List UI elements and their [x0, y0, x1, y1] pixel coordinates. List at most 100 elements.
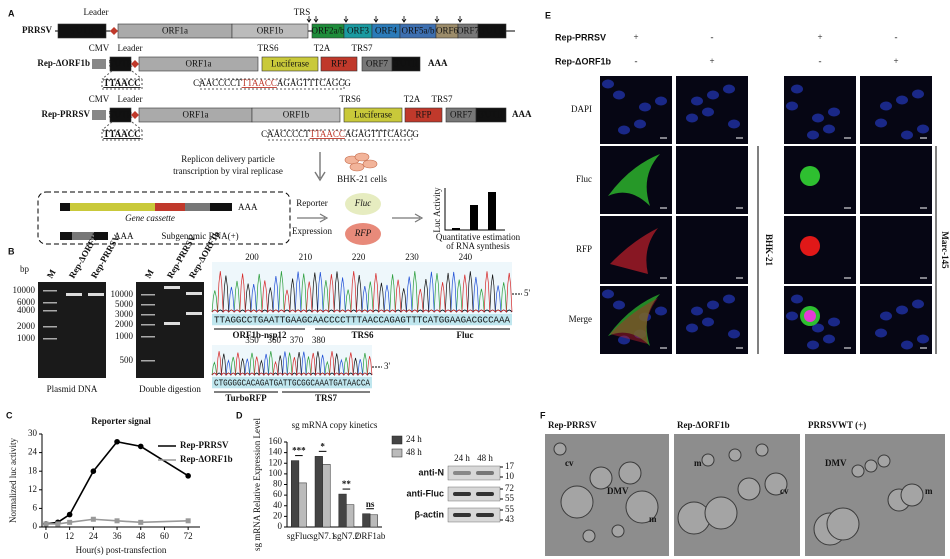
y-tick-label: 18	[28, 465, 38, 475]
y-tick-label: 24	[28, 447, 38, 457]
sequence-part: AGAGTTTCAGCG	[277, 78, 351, 88]
segment-label: ORF1a	[162, 26, 188, 36]
rfp-signal	[610, 298, 658, 344]
row-label: Merge	[569, 314, 592, 324]
subgenomic-label: Subgenomic RNA(+)	[161, 231, 238, 241]
significance: **	[342, 479, 352, 489]
feature-label: TRS6	[351, 330, 374, 340]
marker-size: 1000	[17, 333, 36, 343]
gene-segment	[343, 107, 403, 123]
nucleus	[728, 119, 740, 129]
size-label: 43	[505, 514, 515, 524]
x-tick-label: 0	[44, 531, 49, 541]
data-point	[114, 518, 120, 524]
chromatogram-trace	[211, 271, 513, 313]
blot-band	[453, 492, 471, 496]
marker-size: 500	[120, 355, 134, 365]
promoter	[92, 59, 106, 69]
position-label: 210	[299, 252, 313, 262]
vesicle	[764, 472, 788, 496]
y-tick-label: 6	[33, 502, 38, 512]
leader-label: Leader	[118, 94, 143, 104]
blot-strip	[447, 507, 501, 523]
x-tick-label: sgN7.1	[310, 531, 336, 541]
nucleus	[823, 124, 835, 134]
marker-size: 1000	[115, 331, 134, 341]
vesicle	[582, 529, 596, 543]
construct-name: Rep-PRRSV	[42, 109, 91, 119]
gene-segment	[320, 56, 358, 72]
subgenomic-seg	[72, 232, 94, 240]
construct-name: Rep-ΔORF1b	[37, 58, 90, 68]
y-tick-label: 40	[273, 500, 283, 510]
polya-tail: AAA	[428, 58, 448, 68]
marker-label: TRS6	[257, 43, 279, 53]
segment-label: ORF7	[457, 26, 480, 36]
em-annotation: m	[925, 486, 933, 496]
micrograph	[784, 216, 856, 284]
em-annotation: m	[694, 458, 702, 468]
segment-label: RFP	[331, 59, 347, 69]
nucleus	[639, 102, 651, 112]
em-annotation: cv	[565, 458, 574, 468]
nucleus	[655, 96, 667, 106]
cassette-box	[37, 191, 291, 245]
nucleus	[634, 119, 646, 129]
nucleus	[807, 340, 819, 350]
y-axis-label: sg mRNA Relative Expression Level	[252, 418, 262, 551]
size-label: 72	[505, 483, 514, 493]
ladder-band	[43, 326, 57, 328]
bar	[298, 482, 307, 528]
lane-label: 48 h	[477, 453, 493, 463]
nucleus	[707, 90, 719, 100]
y-tick-label: 20	[273, 510, 283, 520]
feature-label: TRS7	[315, 393, 338, 403]
ladder-band	[141, 324, 155, 326]
marker-size: 3000	[115, 309, 134, 319]
cell-label: BHK-21 cells	[337, 174, 387, 184]
gel-caption: Plasmid DNA	[47, 384, 98, 394]
reporter-label: RFP	[354, 228, 372, 238]
mini-bar	[452, 228, 460, 230]
nucleus	[786, 101, 798, 111]
nucleus	[896, 305, 908, 315]
significance: *	[320, 441, 325, 451]
gene-segment	[391, 56, 421, 72]
position-label: 230	[405, 252, 419, 262]
y-tick-label: 120	[269, 457, 283, 467]
nucleus	[618, 125, 630, 135]
bar	[338, 493, 347, 528]
subgenomic-seg	[94, 232, 108, 240]
sign: +	[893, 56, 898, 66]
chromatogram-trace	[211, 351, 373, 376]
cell-icon	[354, 152, 370, 162]
nucleus	[728, 329, 740, 339]
panel-letter: A	[8, 8, 15, 18]
blot-band	[453, 471, 471, 475]
bar	[346, 504, 355, 528]
segment-label: 5'UTR	[108, 110, 132, 120]
ladder-band	[141, 314, 155, 316]
nucleus	[786, 311, 798, 321]
size-label: 55	[505, 504, 515, 514]
polya-tail: AAA	[512, 109, 532, 119]
dna-band	[66, 293, 82, 296]
row-label: Fluc	[576, 174, 592, 184]
mini-bar	[488, 192, 496, 230]
nucleus	[896, 95, 908, 105]
feature-label: ORF1b-nsp12	[232, 330, 287, 340]
dna-band	[164, 322, 180, 325]
y-tick-label: 12	[28, 484, 37, 494]
marker-size: 5000	[115, 299, 134, 309]
legend-label: Rep-ΔORF1b	[180, 454, 233, 464]
process-label: Reporter	[296, 198, 328, 208]
nucleus	[707, 300, 719, 310]
cassette-seg	[210, 203, 232, 211]
condition-label: Rep-PRRSV	[555, 32, 606, 42]
y-tick-label: 30	[28, 428, 38, 438]
nucleus	[812, 113, 824, 123]
trs-sequence: CAACCCCTTTAACCAGAGTTTCAGCG	[193, 78, 351, 88]
x-tick-label: 60	[160, 531, 170, 541]
nucleus	[917, 124, 929, 134]
trs-arrow	[313, 16, 319, 23]
